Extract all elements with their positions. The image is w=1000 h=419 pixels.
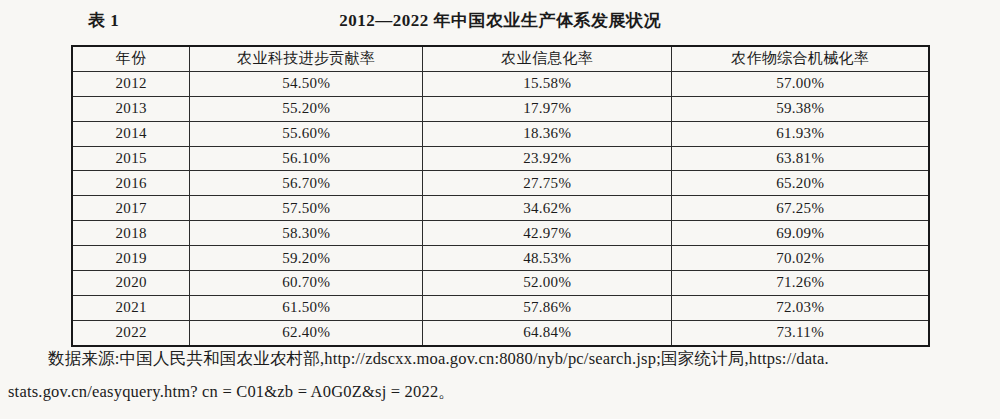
table-row: 2014 55.60% 18.36% 61.93% (72, 121, 929, 146)
year-cell: 2020 (72, 271, 190, 296)
paper-page: 表 1 2012—2022 年中国农业生产体系发展状况 年份 农业科技进步贡献率… (0, 0, 1000, 419)
table-cell: 58.30% (190, 221, 423, 246)
table-caption: 表 1 2012—2022 年中国农业生产体系发展状况 (0, 9, 1000, 32)
year-cell: 2019 (72, 246, 190, 271)
table-cell: 63.81% (672, 146, 929, 171)
table-cell: 54.50% (190, 71, 423, 96)
table-cell: 59.20% (190, 246, 423, 271)
column-header-informatization: 农业信息化率 (423, 46, 672, 71)
table-cell: 56.70% (190, 171, 423, 196)
table-cell: 60.70% (190, 271, 423, 296)
table-cell: 55.60% (190, 121, 423, 146)
year-cell: 2017 (72, 196, 190, 221)
table-cell: 52.00% (423, 271, 672, 296)
table-row: 2018 58.30% 42.97% 69.09% (72, 221, 929, 246)
table-row: 2012 54.50% 15.58% 57.00% (72, 71, 929, 96)
table-cell: 59.38% (672, 96, 929, 121)
table-cell: 73.11% (672, 320, 929, 345)
table-row: 2020 60.70% 52.00% 71.26% (72, 271, 929, 296)
table-cell: 48.53% (423, 246, 672, 271)
column-header-year: 年份 (72, 46, 190, 71)
table-cell: 65.20% (672, 171, 929, 196)
data-source-line-1: 数据来源:中国人民共和国农业农村部,http://zdscxx.moa.gov.… (8, 351, 992, 368)
table-cell: 62.40% (190, 320, 423, 345)
table-cell: 42.97% (423, 221, 672, 246)
column-header-tech-contribution: 农业科技进步贡献率 (190, 46, 423, 71)
table-row: 2013 55.20% 17.97% 59.38% (72, 96, 929, 121)
header-row: 年份 农业科技进步贡献率 农业信息化率 农作物综合机械化率 (72, 46, 929, 71)
table-cell: 57.50% (190, 196, 423, 221)
year-cell: 2013 (72, 96, 190, 121)
table-cell: 18.36% (423, 121, 672, 146)
year-cell: 2014 (72, 121, 190, 146)
table-row: 2015 56.10% 23.92% 63.81% (72, 146, 929, 171)
year-cell: 2022 (72, 320, 190, 345)
table-cell: 55.20% (190, 96, 423, 121)
table-cell: 57.86% (423, 295, 672, 320)
table-row: 2022 62.40% 64.84% 73.11% (72, 320, 929, 345)
agriculture-development-table: 年份 农业科技进步贡献率 农业信息化率 农作物综合机械化率 2012 54.50… (71, 45, 930, 347)
table-cell: 61.50% (190, 295, 423, 320)
year-cell: 2016 (72, 171, 190, 196)
column-header-mechanization: 农作物综合机械化率 (672, 46, 929, 71)
table-cell: 23.92% (423, 146, 672, 171)
table-cell: 57.00% (672, 71, 929, 96)
table-row: 2019 59.20% 48.53% 70.02% (72, 246, 929, 271)
table-cell: 69.09% (672, 221, 929, 246)
table-cell: 56.10% (190, 146, 423, 171)
year-cell: 2021 (72, 295, 190, 320)
table-row: 2016 56.70% 27.75% 65.20% (72, 171, 929, 196)
year-cell: 2018 (72, 221, 190, 246)
table-row: 2017 57.50% 34.62% 67.25% (72, 196, 929, 221)
table-cell: 61.93% (672, 121, 929, 146)
table-cell: 15.58% (423, 71, 672, 96)
data-source-note: 数据来源:中国人民共和国农业农村部,http://zdscxx.moa.gov.… (8, 351, 992, 400)
data-source-line-2: stats.gov.cn/easyquery.htm? cn = C01&zb … (8, 384, 992, 401)
table-title: 2012—2022 年中国农业生产体系发展状况 (339, 11, 661, 30)
table-cell: 34.62% (423, 196, 672, 221)
table-cell: 27.75% (423, 171, 672, 196)
table-row: 2021 61.50% 57.86% 72.03% (72, 295, 929, 320)
year-cell: 2015 (72, 146, 190, 171)
table-cell: 67.25% (672, 196, 929, 221)
table-cell: 71.26% (672, 271, 929, 296)
table-cell: 17.97% (423, 96, 672, 121)
table-cell: 72.03% (672, 295, 929, 320)
table-cell: 70.02% (672, 246, 929, 271)
table-cell: 64.84% (423, 320, 672, 345)
table-number-label: 表 1 (88, 9, 119, 32)
year-cell: 2012 (72, 71, 190, 96)
